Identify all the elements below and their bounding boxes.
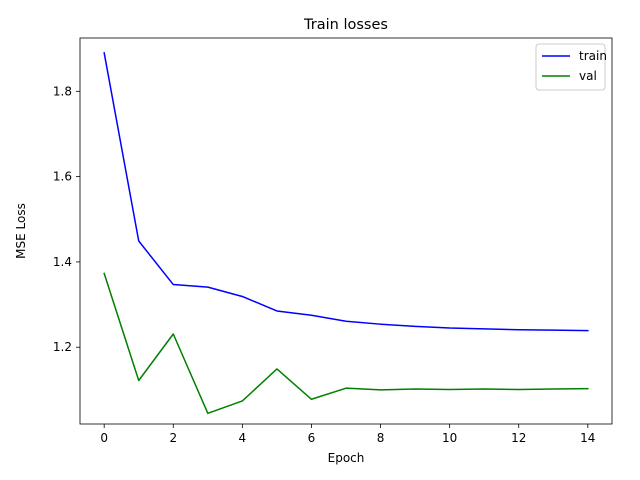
x-tick-label: 6 (308, 431, 316, 445)
x-tick-label: 10 (442, 431, 457, 445)
plot-area: 0 2 4 6 8 10 12 14 1.2 1.4 1.6 1.8 (53, 37, 613, 445)
y-axis-label: MSE Loss (14, 203, 28, 259)
x-tick-label: 14 (580, 431, 595, 445)
series-line-val (103, 272, 589, 415)
legend-label-val: val (579, 69, 597, 83)
y-tick-label: 1.6 (53, 170, 72, 184)
x-tick-label: 0 (100, 431, 108, 445)
chart-title: Train losses (303, 17, 388, 33)
y-tick-label: 1.8 (53, 84, 72, 98)
plot-frame (79, 37, 613, 425)
x-tick-label: 2 (169, 431, 177, 445)
x-tick-label: 4 (239, 431, 247, 445)
x-axis-label: Epoch (328, 451, 365, 465)
y-tick-label: 1.2 (53, 340, 72, 354)
series-line-train (103, 52, 589, 332)
legend: train val (535, 43, 607, 91)
legend-label-train: train (579, 49, 607, 63)
x-tick-label: 12 (511, 431, 526, 445)
y-tick-label: 1.4 (53, 255, 72, 269)
x-tick-label: 8 (377, 431, 385, 445)
